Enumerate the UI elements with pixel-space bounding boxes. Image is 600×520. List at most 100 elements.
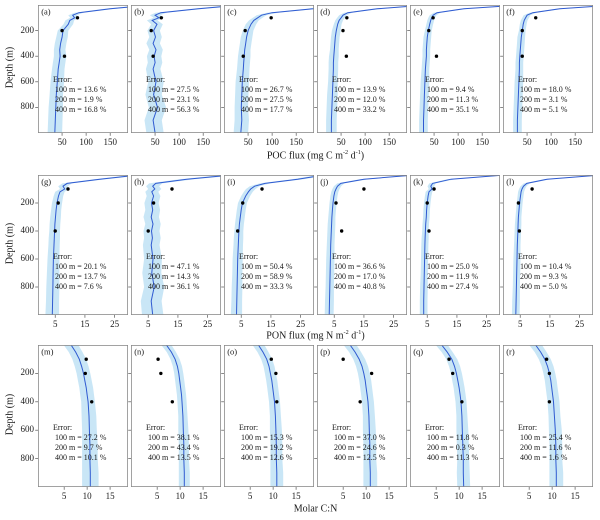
y-tick-label: 400 [20, 50, 35, 61]
panel-b: 50 100 150 (b) Error:100 m = 27.5 %200 m = 2… [128, 5, 221, 147]
data-point [547, 371, 552, 376]
x-tick-label: 15 [571, 491, 581, 501]
profile-line [51, 175, 128, 315]
error-text: 400 m = 5.1 % [520, 105, 568, 114]
uncertainty-band [326, 6, 407, 133]
error-text: 400 m = 12.6 % [241, 453, 293, 462]
error-text: 100 m = 38.1 % [148, 433, 200, 442]
uncertainty-band [343, 345, 378, 487]
panel-k: 5 15 25 (k) Error:100 m = 25.0 %200 m = 11.9… [407, 175, 500, 329]
data-point [530, 187, 534, 191]
data-point [159, 16, 164, 20]
superscript: -2 [343, 329, 349, 336]
panel-frame [503, 345, 593, 487]
profile-line [240, 8, 314, 133]
data-point [151, 54, 155, 58]
panel-frame [38, 5, 128, 133]
panel-r: 5 10 15 (r) Error:100 m = 25.4 %200 m = 11.6… [500, 345, 593, 501]
error-heading: Error: [332, 75, 351, 84]
uncertainty-band [45, 175, 128, 315]
panel-label: (o) [227, 347, 237, 357]
panel-label: (r) [506, 347, 515, 357]
profile-line [349, 345, 371, 487]
x-tick-label: 5 [425, 319, 430, 329]
data-point [425, 201, 429, 205]
y-tick-label: 200 [20, 197, 35, 207]
data-point [269, 357, 273, 361]
uncertainty-band [513, 6, 593, 133]
x-tick-label: 150 [196, 137, 210, 147]
uncertainty-band [435, 345, 471, 487]
error-text: 200 m = 43.4 % [148, 443, 200, 452]
x-tick-label: 5 [146, 319, 151, 329]
uncertainty-band [140, 175, 221, 315]
error-text: 100 m = 9.4 % [427, 85, 475, 94]
error-text: 400 m = 5.0 % [520, 282, 568, 291]
data-point [83, 371, 87, 376]
error-heading: Error: [146, 75, 165, 84]
data-point [341, 28, 345, 33]
panel-frame [131, 345, 221, 487]
x-tick-label: 10 [455, 491, 465, 501]
data-point [516, 201, 521, 205]
x-axis-label-text: ) [361, 330, 365, 342]
x-axis-label-row1: POC flux (mg C m-2 d-1) [38, 149, 593, 161]
panel-frame [224, 345, 314, 487]
data-point [243, 28, 247, 33]
panel-label: (i) [227, 177, 235, 187]
profile-line [535, 345, 557, 487]
data-point [369, 371, 374, 376]
error-heading: Error: [425, 252, 444, 261]
profile-line [257, 345, 278, 487]
error-text: 400 m = 7.6 % [55, 282, 103, 291]
error-text: 100 m = 25.0 % [427, 262, 479, 271]
x-tick-label: 5 [248, 491, 253, 501]
error-text: 200 m = 13.7 % [55, 272, 107, 281]
error-heading: Error: [518, 423, 537, 432]
uncertainty-band [419, 175, 500, 315]
panel-frame [317, 175, 407, 315]
x-tick-label: 50 [430, 137, 440, 147]
panel-frame [503, 175, 593, 315]
y-axis-label-row2: Depth (m) [4, 222, 16, 265]
data-point [149, 28, 153, 33]
uncertainty-band [511, 175, 593, 315]
y-tick-label: 800 [20, 101, 35, 112]
error-text: 100 m = 27.2 % [55, 433, 107, 442]
data-point [520, 28, 524, 33]
error-heading: Error: [518, 252, 537, 261]
error-text: 100 m = 20.1 % [55, 262, 107, 271]
x-tick-label: 10 [362, 491, 372, 501]
data-point [427, 28, 431, 33]
data-point [170, 187, 174, 191]
error-text: 100 m = 11.8 % [427, 433, 478, 442]
data-point [460, 400, 464, 404]
data-point [84, 357, 88, 361]
data-point [60, 28, 64, 33]
profile-line [330, 6, 407, 133]
uncertainty-band [529, 345, 564, 487]
y-axis-label-row3: Depth (m) [4, 393, 16, 436]
error-text: 400 m = 12.5 % [334, 453, 386, 462]
profile-line [70, 345, 91, 487]
data-point [544, 357, 549, 361]
error-heading: Error: [146, 423, 165, 432]
profile-line [441, 345, 465, 487]
error-text: 400 m = 16.8 % [55, 105, 107, 114]
data-point [146, 229, 150, 233]
error-text: 100 m = 13.9 % [334, 85, 386, 94]
data-point [151, 201, 156, 205]
error-heading: Error: [239, 75, 258, 84]
uncertainty-band [324, 175, 407, 315]
y-tick-label: 800 [20, 281, 35, 291]
error-text: 400 m = 11.3 % [427, 453, 478, 462]
error-text: 100 m = 50.4 % [241, 262, 293, 271]
error-text: 400 m = 40.8 % [334, 282, 386, 291]
x-tick-label: 50 [523, 137, 533, 147]
x-tick-label: 25 [296, 319, 306, 329]
data-point [260, 187, 264, 191]
y-tick-label: 800 [20, 452, 35, 463]
error-text: 100 m = 27.5 % [148, 85, 200, 94]
panel-e: 50 100 150 (e) Error:100 m = 9.4 %200 m = 11… [407, 5, 500, 147]
